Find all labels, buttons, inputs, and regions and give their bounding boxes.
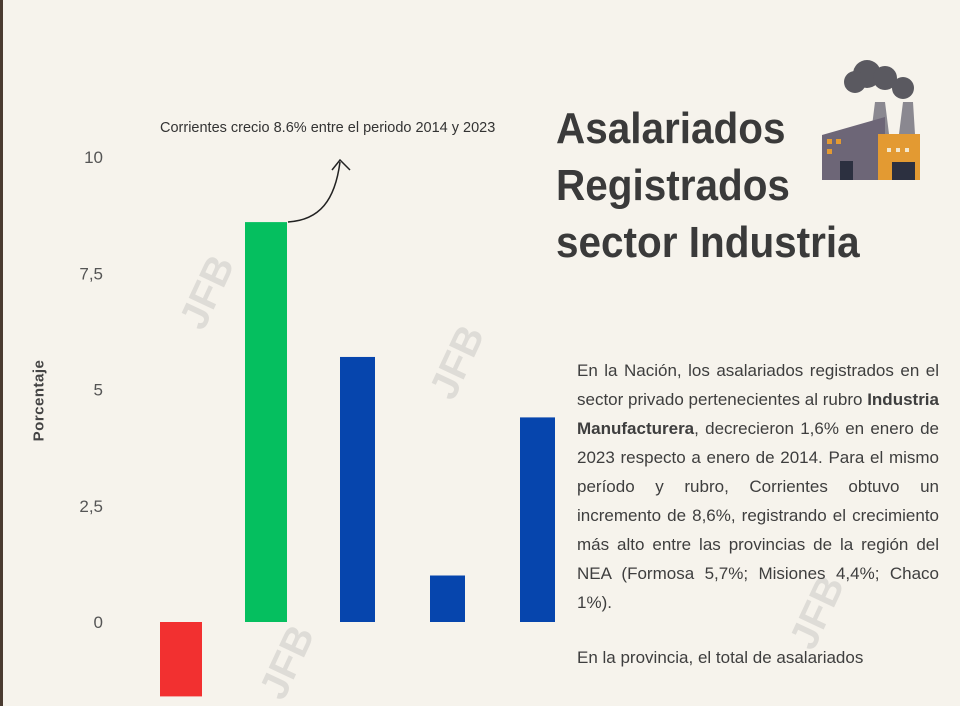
bar-chaco — [430, 575, 465, 622]
title-line: Registrados — [556, 161, 790, 210]
title-line: Asalariados — [556, 104, 786, 153]
y-tick-label: 0 — [94, 613, 103, 632]
paragraph-1: En la Nación, los asalariados registrado… — [577, 356, 939, 617]
y-tick-label: 7,5 — [79, 264, 103, 283]
description-text: En la Nación, los asalariados registrado… — [577, 356, 939, 698]
chart-annotation: Corrientes crecio 8.6% entre el periodo … — [160, 120, 496, 136]
text: En la Nación, los asalariados registrado… — [577, 361, 939, 409]
annotation-arrow — [287, 161, 341, 223]
y-tick-label: 2,5 — [79, 497, 103, 516]
y-axis-label: Porcentaje — [30, 359, 48, 442]
y-tick-label: 10 — [84, 148, 103, 167]
bar-formosa — [340, 356, 375, 622]
title-line: sector Industria — [556, 218, 860, 267]
page-title: Asalariados Registrados sector Industria — [556, 100, 860, 271]
bar-misiones — [520, 417, 555, 622]
bar-nacion — [160, 622, 202, 697]
arrow-head — [331, 158, 351, 171]
bar-chart: 0 2,5 5 7,5 10 — [79, 148, 555, 697]
bar-corrientes — [245, 222, 287, 622]
bold-text: Industria Manufacturera — [577, 390, 939, 438]
text: , decrecieron 1,6% en enero de 2023 resp… — [577, 419, 939, 612]
paragraph-2: En la provincia, el total de asalariados — [577, 648, 864, 667]
left-edge — [0, 0, 3, 706]
factory-icon — [822, 60, 920, 180]
y-tick-label: 5 — [94, 381, 103, 400]
